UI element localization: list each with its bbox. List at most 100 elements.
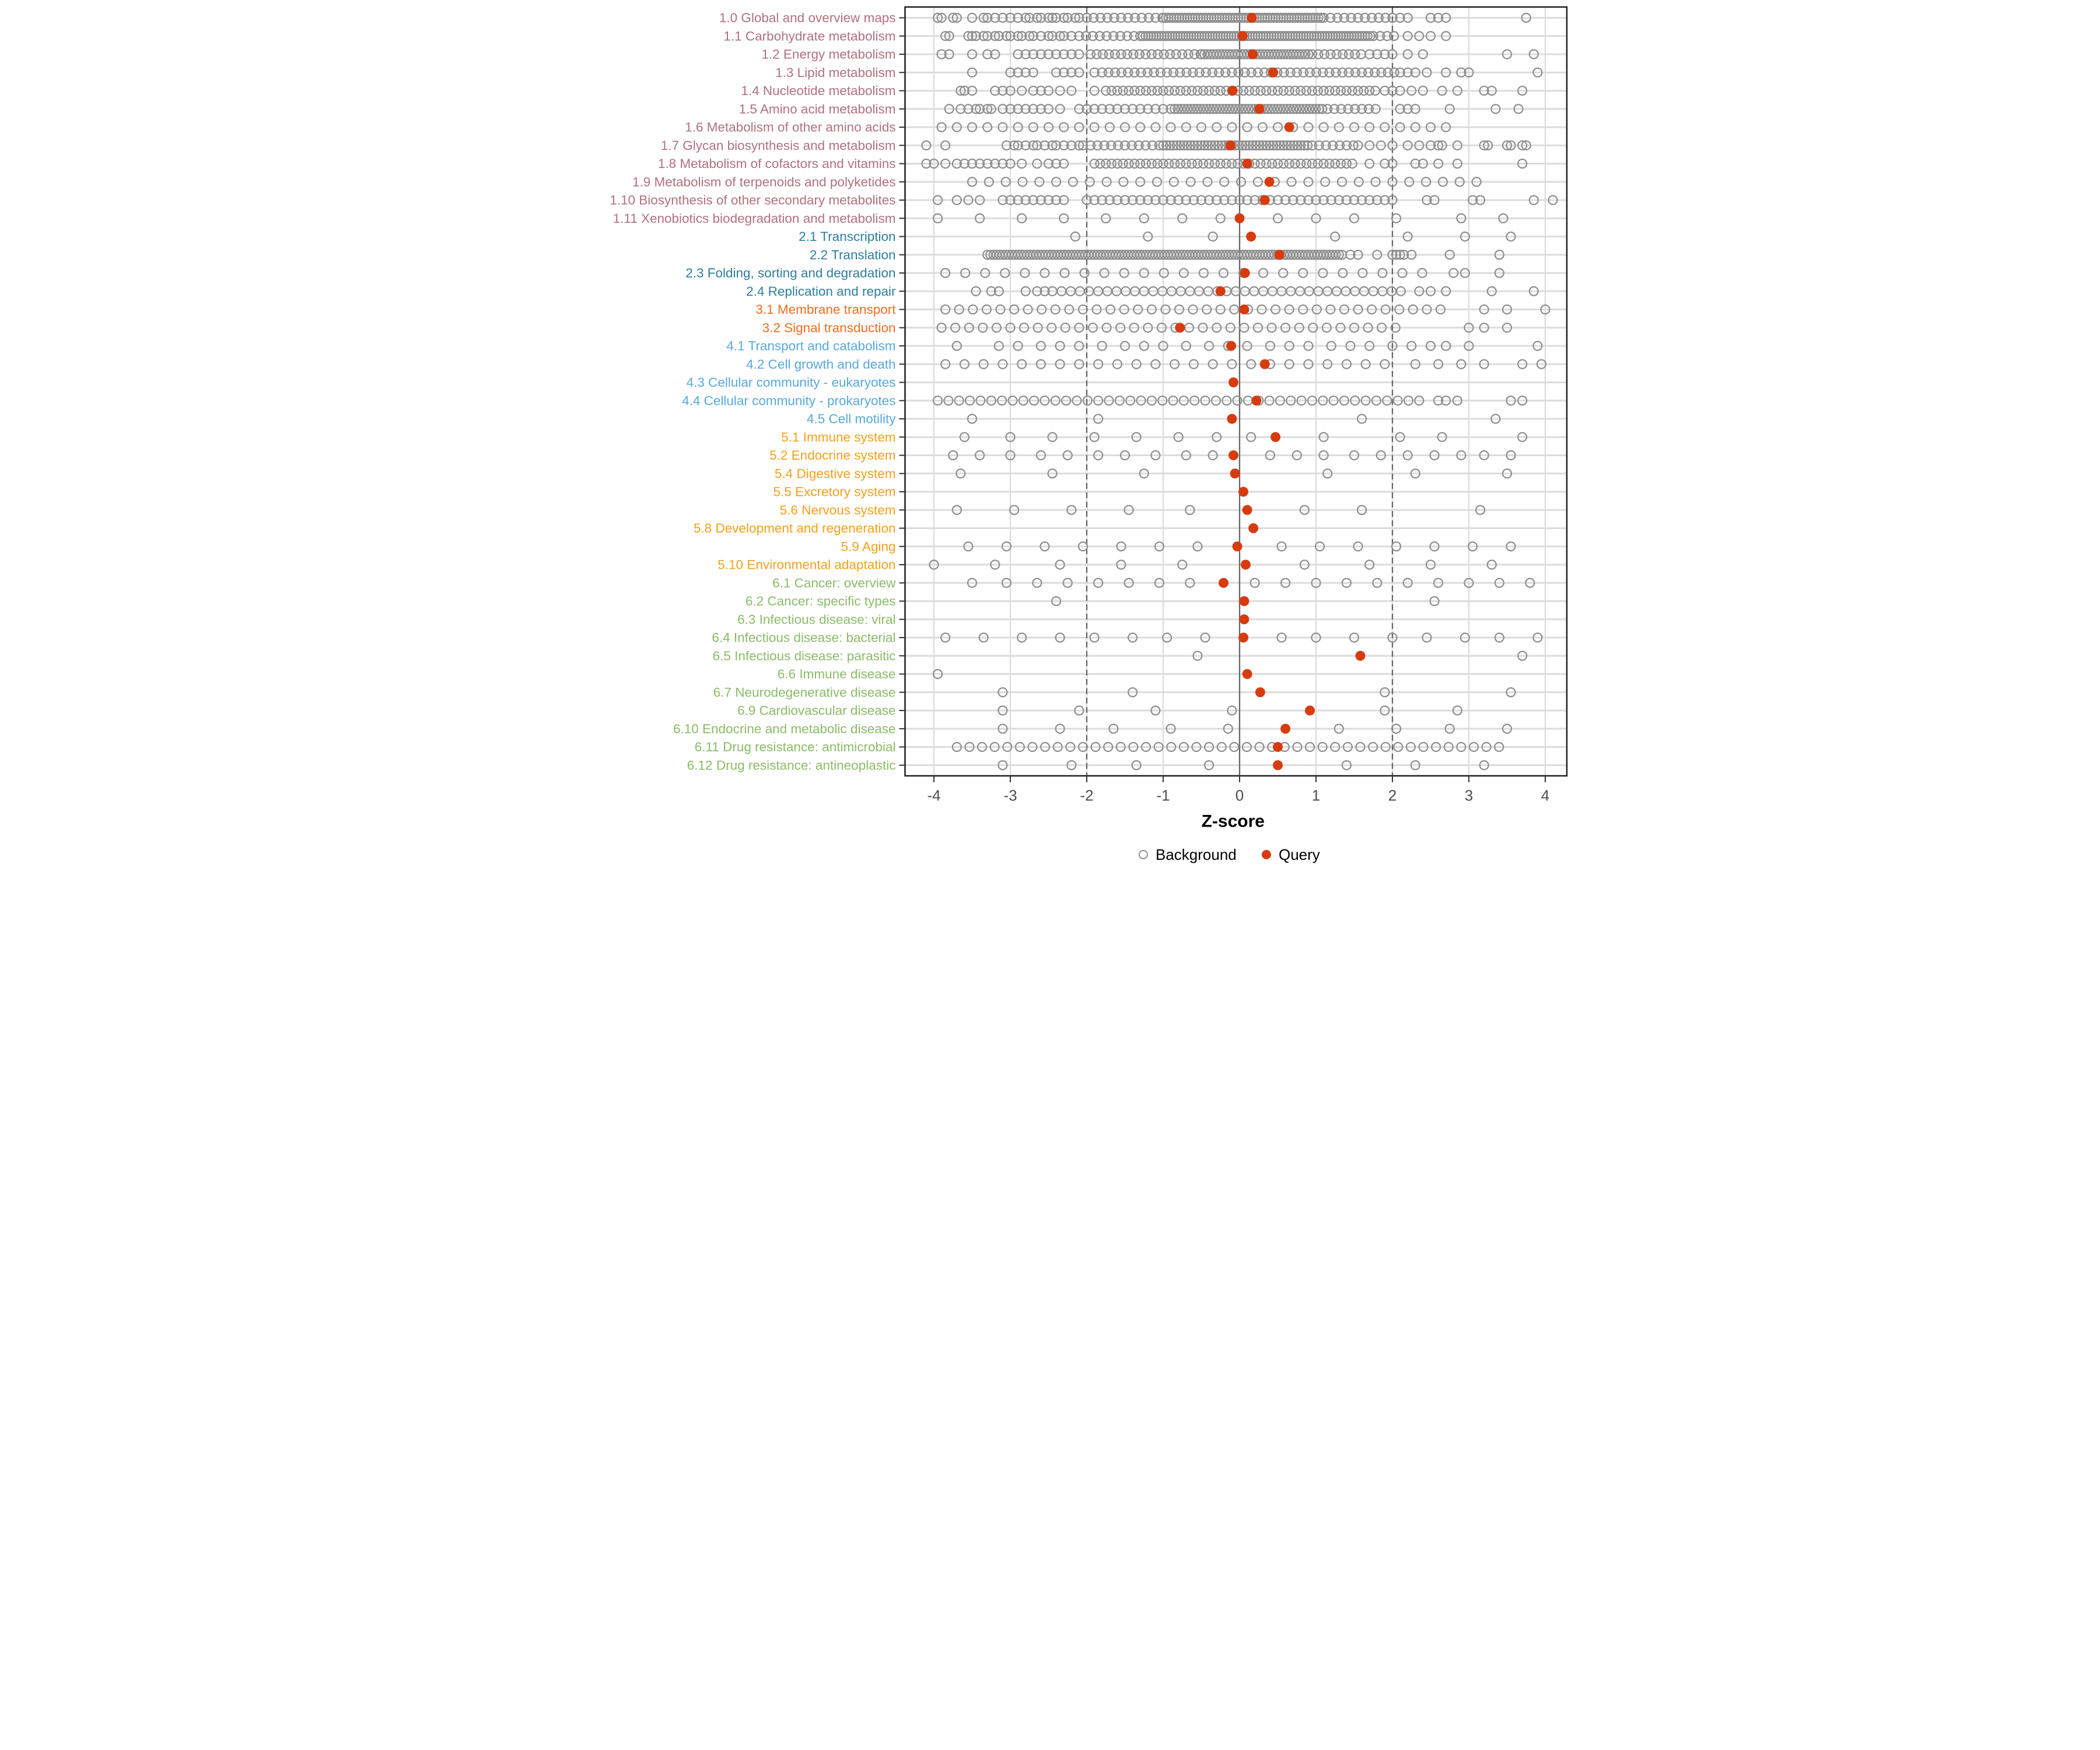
background-point (995, 304, 1006, 315)
background-point (1081, 31, 1091, 41)
x-axis-tick-label: -1 (1156, 787, 1170, 804)
background-point (1198, 268, 1209, 278)
background-point (1040, 140, 1050, 150)
background-point (1279, 104, 1289, 114)
background-point (1115, 31, 1126, 41)
background-point (1255, 85, 1266, 96)
background-point (1264, 396, 1275, 406)
background-point (936, 122, 947, 132)
background-point (1051, 596, 1062, 607)
background-point (1528, 195, 1539, 205)
background-point (1456, 213, 1466, 223)
background-point (1284, 359, 1294, 369)
background-point (1277, 31, 1287, 41)
background-point (1330, 741, 1340, 752)
background-point (1345, 341, 1356, 351)
background-point (1246, 359, 1256, 369)
background-point (1085, 140, 1096, 150)
background-point (1223, 723, 1233, 734)
background-point (1165, 49, 1175, 60)
background-point (1110, 67, 1121, 78)
background-point (1286, 12, 1297, 23)
background-point (1192, 541, 1203, 552)
background-point (1244, 85, 1254, 96)
background-point (1112, 359, 1123, 369)
background-point (1125, 396, 1136, 406)
background-point (1301, 31, 1311, 41)
background-point (1104, 49, 1114, 60)
legend: Background Query (1139, 846, 1320, 863)
background-point (1486, 286, 1497, 296)
background-point (1158, 85, 1168, 96)
background-point (1217, 12, 1227, 23)
background-point (956, 85, 966, 96)
background-point (1343, 49, 1354, 60)
background-point (1278, 12, 1289, 23)
background-point (1126, 140, 1137, 150)
background-point (1272, 85, 1283, 96)
background-point (1199, 140, 1210, 150)
background-point (977, 741, 988, 752)
background-point (1198, 158, 1209, 169)
background-point (971, 104, 981, 114)
plot-panel-border (904, 6, 1568, 777)
background-point (1464, 67, 1474, 78)
background-point (967, 158, 978, 169)
background-point (1230, 104, 1241, 114)
background-point (940, 268, 951, 278)
background-point (1136, 12, 1147, 23)
background-point (1175, 140, 1186, 150)
background-point (1215, 31, 1226, 41)
x-axis-tick-label: -4 (927, 787, 940, 804)
background-point (1106, 140, 1116, 150)
background-point (1150, 104, 1161, 114)
background-point (998, 158, 1008, 169)
background-point (1055, 31, 1065, 41)
background-point (1116, 67, 1127, 78)
background-point (1093, 396, 1104, 406)
background-point (1250, 85, 1260, 96)
background-point (1167, 31, 1178, 41)
background-point (1325, 31, 1335, 41)
background-point (1089, 158, 1100, 169)
background-point (1265, 450, 1276, 461)
query-point (1232, 541, 1242, 552)
background-point (1331, 49, 1342, 60)
background-point (1397, 268, 1408, 278)
background-point (1020, 104, 1031, 114)
background-point (1246, 67, 1256, 78)
y-axis-label: 6.2 Cancer: specific types (746, 594, 896, 608)
background-point (1307, 158, 1318, 169)
background-point (1140, 31, 1151, 41)
background-point (1005, 67, 1016, 78)
background-point (1198, 323, 1208, 333)
background-point (1191, 31, 1202, 41)
background-point (1314, 541, 1325, 552)
background-point (1209, 140, 1220, 150)
background-point (1334, 195, 1344, 205)
background-point (1479, 85, 1489, 96)
background-point (1272, 104, 1283, 114)
background-point (1402, 231, 1413, 242)
background-point (1335, 31, 1346, 41)
background-point (1156, 31, 1167, 41)
background-point (1158, 49, 1169, 60)
background-point (1017, 85, 1027, 96)
background-point (1205, 104, 1215, 114)
background-point (1363, 323, 1373, 333)
background-point (1517, 140, 1528, 150)
background-point (1481, 741, 1492, 752)
background-point (1349, 213, 1360, 223)
background-point (1110, 49, 1121, 60)
background-point (1227, 12, 1238, 23)
background-point (1356, 104, 1367, 114)
background-point (1380, 195, 1390, 205)
background-point (1059, 213, 1069, 223)
background-point (948, 12, 958, 23)
background-point (1372, 578, 1382, 588)
background-point (1118, 158, 1128, 169)
background-point (1363, 104, 1374, 114)
background-point (1216, 741, 1227, 752)
background-point (1322, 104, 1333, 114)
background-point (1118, 85, 1128, 96)
